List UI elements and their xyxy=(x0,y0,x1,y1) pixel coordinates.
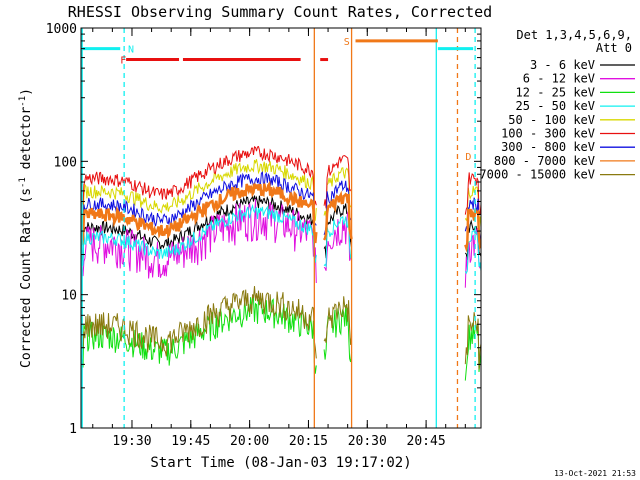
legend-header-attenuator: Att 0 xyxy=(596,41,632,55)
series-line xyxy=(464,230,481,275)
flag-label: N xyxy=(128,45,134,56)
x-tick-label: 20:30 xyxy=(348,434,387,449)
marker-label: D xyxy=(465,152,471,163)
series-line xyxy=(81,195,317,263)
series-line xyxy=(323,215,353,268)
vertical-markers xyxy=(81,28,476,428)
y-tick-label: 1000 xyxy=(46,22,77,37)
series-line xyxy=(323,180,353,235)
series-line xyxy=(323,209,353,271)
x-tick-label: 20:45 xyxy=(407,434,446,449)
series-line xyxy=(322,190,353,241)
series-line xyxy=(323,203,353,259)
legend-label: 25 - 50 keV xyxy=(516,99,595,113)
legend-label: 7000 - 15000 keV xyxy=(479,168,595,182)
series-layer xyxy=(81,145,481,381)
y-axis: 1 10 100 1000 xyxy=(46,22,481,437)
legend-label: 6 - 12 keV xyxy=(523,72,595,86)
y-tick-label: 10 xyxy=(61,289,77,304)
y-axis-label: Corrected Count Rate (s-1 detector-1) xyxy=(18,88,34,368)
series-line xyxy=(81,295,317,374)
series-line xyxy=(81,204,317,268)
series-line xyxy=(81,180,318,247)
y-tick-label: 100 xyxy=(54,155,77,170)
flag-label: F xyxy=(120,56,126,67)
footer-timestamp: 13-Oct-2021 21:53 xyxy=(554,469,636,478)
legend-label: 12 - 25 keV xyxy=(516,85,595,99)
series-line xyxy=(81,198,317,284)
x-axis: 19:30 19:45 20:00 20:15 20:30 20:45 xyxy=(92,28,466,449)
chart-title: RHESSI Observing Summary Count Rates, Co… xyxy=(68,3,492,21)
x-tick-label: 19:30 xyxy=(112,434,151,449)
x-tick-label: 20:00 xyxy=(230,434,269,449)
series-line xyxy=(81,286,317,359)
legend-label: 100 - 300 keV xyxy=(501,127,595,141)
legend-label: 3 - 6 keV xyxy=(530,58,595,72)
x-tick-label: 19:45 xyxy=(171,434,210,449)
legend-label: 800 - 7000 keV xyxy=(494,154,595,168)
flag-label: S xyxy=(344,37,350,48)
series-line xyxy=(81,159,317,227)
legend-header-detectors: Det 1,3,4,5,6,9, xyxy=(516,28,632,42)
series-line xyxy=(323,155,353,209)
y-tick-label: 1 xyxy=(69,422,77,437)
flag-bars: NF S D xyxy=(81,37,474,163)
x-axis-label: Start Time (08-Jan-03 19:17:02) xyxy=(150,455,411,471)
plot-frame xyxy=(80,27,482,429)
series-line xyxy=(323,296,353,345)
series-line xyxy=(464,312,481,370)
series-line xyxy=(81,145,317,209)
x-tick-label: 20:15 xyxy=(289,434,328,449)
legend-label: 300 - 800 keV xyxy=(501,140,595,154)
series-line xyxy=(323,167,353,217)
series-line xyxy=(464,208,481,253)
legend-label: 50 - 100 keV xyxy=(508,113,595,127)
